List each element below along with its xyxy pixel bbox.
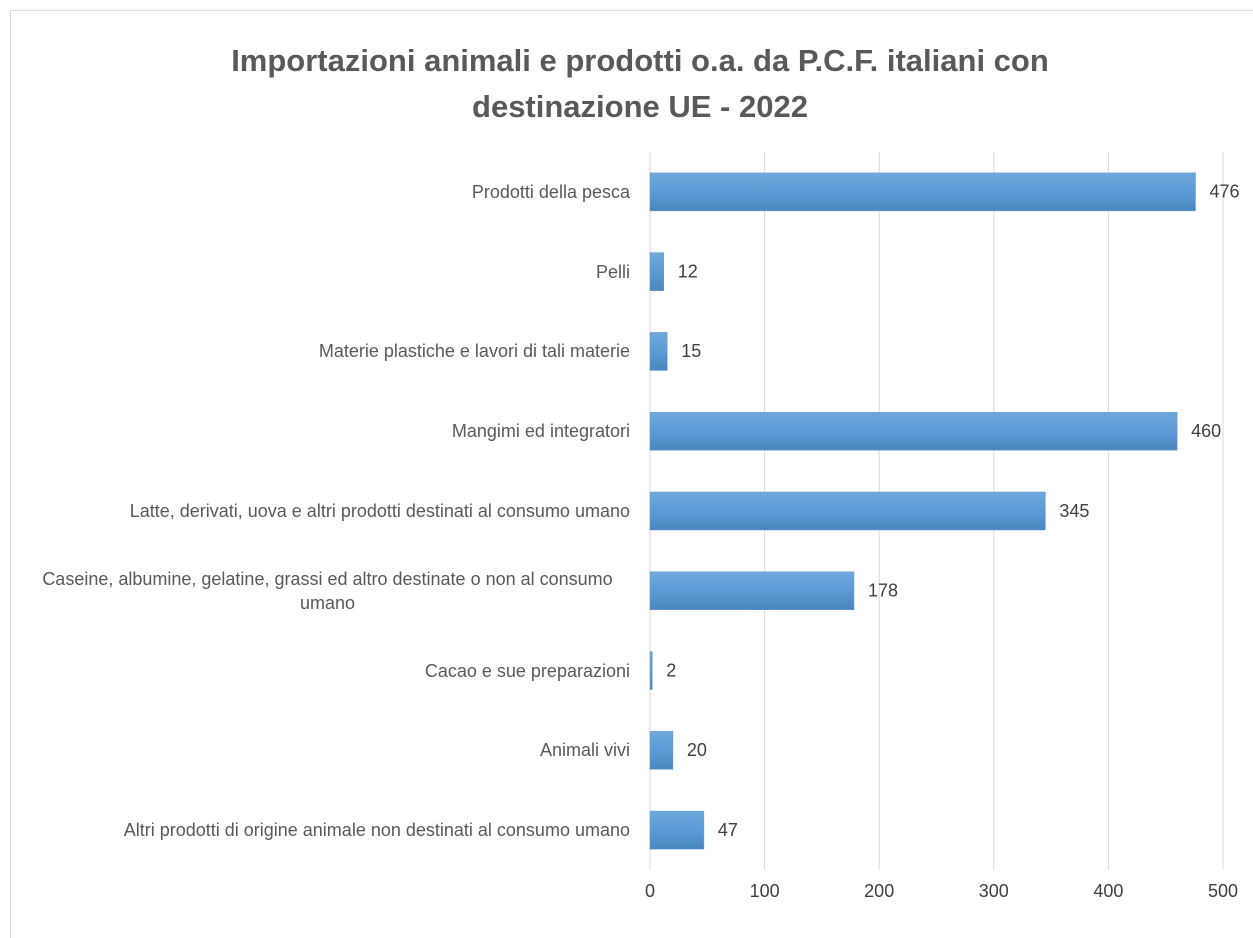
y-tick-label: Cacao e sue preparazioni — [424, 660, 630, 681]
bar — [649, 491, 1046, 531]
chart-title: Importazioni animali e prodotti o.a. da … — [231, 43, 1049, 124]
value-label: 12 — [678, 261, 698, 281]
y-tick-label: Altri prodotti di origine animale non de… — [123, 820, 630, 841]
bar — [649, 332, 668, 371]
value-label: 178 — [868, 581, 898, 601]
x-tick-label: 0 — [645, 881, 655, 901]
value-label: 476 — [1209, 182, 1239, 202]
y-tick-label: Materie plastiche e lavori di tali mater… — [318, 341, 630, 362]
value-label: 2 — [666, 660, 676, 680]
x-tick-label: 100 — [750, 881, 780, 901]
y-tick-label: Animali vivi — [539, 740, 630, 761]
bar — [649, 731, 674, 770]
bar — [649, 651, 653, 690]
x-tick-label: 200 — [864, 881, 894, 901]
x-tick-label: 400 — [1093, 881, 1123, 901]
x-tick-label: 500 — [1208, 881, 1238, 901]
bar — [649, 571, 855, 611]
value-label: 460 — [1191, 421, 1221, 441]
x-tick-label: 300 — [979, 881, 1009, 901]
bar — [649, 252, 665, 291]
y-tick-label: Mangimi ed integratori — [451, 421, 630, 442]
bar — [649, 411, 1178, 451]
value-label: 47 — [718, 820, 738, 840]
bar — [649, 172, 1196, 212]
bar — [649, 810, 705, 850]
y-tick-label: Prodotti della pesca — [471, 181, 630, 202]
y-tick-label: Caseine, albumine, gelatine, grassi ed a… — [42, 568, 613, 613]
y-tick-label: Pelli — [595, 261, 630, 282]
value-label: 20 — [687, 740, 707, 760]
chart-frame — [10, 10, 1253, 938]
value-label: 345 — [1059, 501, 1089, 521]
y-tick-label: Latte, derivati, uova e altri prodotti d… — [129, 501, 630, 521]
value-label: 15 — [681, 341, 701, 361]
